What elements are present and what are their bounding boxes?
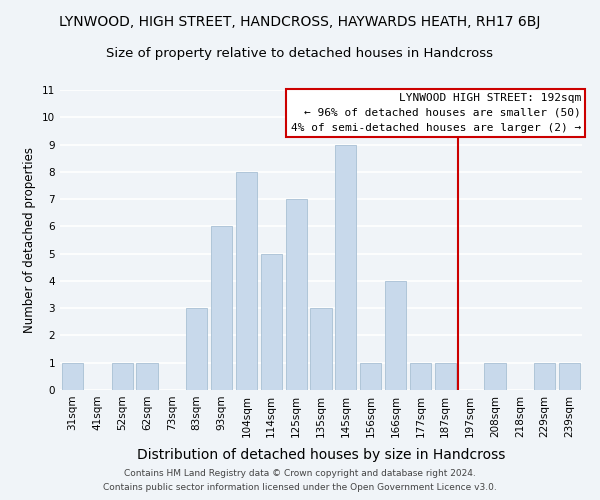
Text: Contains HM Land Registry data © Crown copyright and database right 2024.: Contains HM Land Registry data © Crown c… — [124, 468, 476, 477]
Bar — [484, 362, 506, 390]
Bar — [286, 199, 307, 390]
Bar — [261, 254, 282, 390]
Bar — [534, 362, 555, 390]
Bar — [559, 362, 580, 390]
Bar — [410, 362, 431, 390]
Bar — [435, 362, 456, 390]
Text: LYNWOOD HIGH STREET: 192sqm
← 96% of detached houses are smaller (50)
4% of semi: LYNWOOD HIGH STREET: 192sqm ← 96% of det… — [291, 93, 581, 132]
Bar — [385, 281, 406, 390]
Y-axis label: Number of detached properties: Number of detached properties — [23, 147, 37, 333]
Text: Size of property relative to detached houses in Handcross: Size of property relative to detached ho… — [107, 48, 493, 60]
Text: LYNWOOD, HIGH STREET, HANDCROSS, HAYWARDS HEATH, RH17 6BJ: LYNWOOD, HIGH STREET, HANDCROSS, HAYWARD… — [59, 15, 541, 29]
Bar — [112, 362, 133, 390]
Text: Contains public sector information licensed under the Open Government Licence v3: Contains public sector information licen… — [103, 484, 497, 492]
X-axis label: Distribution of detached houses by size in Handcross: Distribution of detached houses by size … — [137, 448, 505, 462]
Bar — [186, 308, 207, 390]
Bar — [360, 362, 381, 390]
Bar — [136, 362, 158, 390]
Bar — [310, 308, 332, 390]
Bar — [236, 172, 257, 390]
Bar — [62, 362, 83, 390]
Bar — [335, 144, 356, 390]
Bar — [211, 226, 232, 390]
